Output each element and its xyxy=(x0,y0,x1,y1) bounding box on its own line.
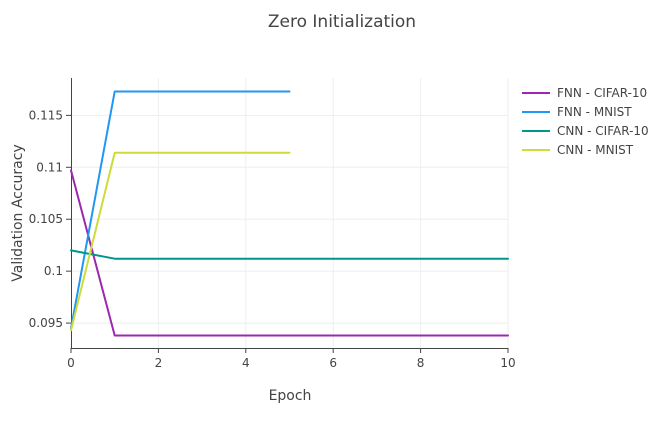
x-tick-label: 6 xyxy=(329,356,337,370)
legend-label-1: FNN - MNIST xyxy=(557,105,632,119)
x-tick-label: 10 xyxy=(500,356,515,370)
x-tick-label: 2 xyxy=(155,356,163,370)
legend-label-2: CNN - CIFAR-10 xyxy=(557,124,649,138)
x-tick-label: 4 xyxy=(242,356,250,370)
series-line-2 xyxy=(70,249,509,260)
grid xyxy=(71,78,509,348)
y-axis-title: Validation Accuracy xyxy=(10,144,26,282)
legend-label-0: FNN - CIFAR-10 xyxy=(557,86,647,100)
x-axis-title: Epoch xyxy=(269,388,312,404)
axes xyxy=(71,78,508,349)
series-lines xyxy=(70,90,509,337)
y-tick-label: 0.115 xyxy=(29,108,63,122)
y-tick-label: 0.1 xyxy=(44,264,63,278)
x-tick-label: 8 xyxy=(417,356,425,370)
y-tick-label: 0.11 xyxy=(36,160,63,174)
legend-label-3: CNN - MNIST xyxy=(557,143,634,157)
y-tick-label: 0.105 xyxy=(29,212,63,226)
tick-labels: 0 2 4 6 8 10 0.095 0.1 0.105 0.11 0.115 xyxy=(29,108,516,370)
x-tick-label: 0 xyxy=(67,356,75,370)
series-line-1 xyxy=(70,90,291,330)
y-tick-label: 0.095 xyxy=(29,316,63,330)
series-line-0 xyxy=(70,169,509,337)
chart-title: Zero Initialization xyxy=(268,12,416,32)
series-line-3 xyxy=(70,151,291,332)
legend: FNN - CIFAR-10 FNN - MNIST CNN - CIFAR-10 C… xyxy=(522,86,649,157)
